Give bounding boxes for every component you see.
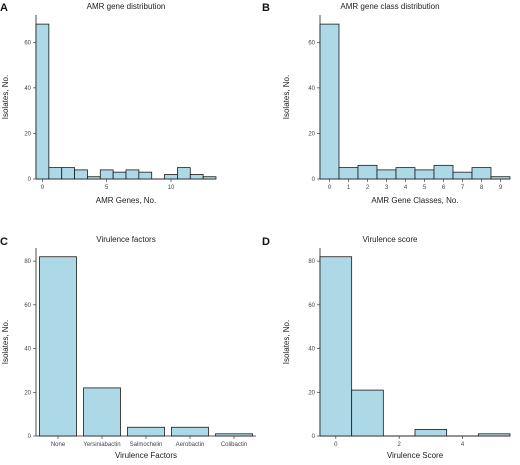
bar [35, 23, 50, 180]
y-tick-label: 40 [308, 347, 315, 353]
bar [127, 426, 165, 437]
panel-letter: C [0, 236, 8, 248]
bar [395, 167, 416, 180]
bar [414, 169, 435, 180]
y-tick-label: 0 [28, 434, 32, 440]
chart-title: Virulence factors [96, 235, 155, 244]
panel-d: D Virulence score 0 20 40 60 80 0 2 4 Virulence Sc… [262, 235, 511, 460]
y-tick-label: 60 [308, 40, 315, 46]
bar [99, 169, 114, 180]
x-axis-label: Virulence Score [387, 451, 444, 460]
x-tick-label: 2 [397, 442, 401, 448]
y-tick-label: 20 [24, 131, 31, 137]
bar [74, 169, 88, 180]
bar [112, 171, 127, 180]
x-tick-label: 6 [442, 185, 446, 191]
bar [202, 176, 217, 180]
y-tick-label: 60 [24, 303, 31, 309]
bar [87, 176, 101, 180]
bar [357, 164, 378, 180]
x-tick-label: 0 [41, 185, 45, 191]
chart-title: Virulence score [363, 235, 419, 244]
bar [39, 256, 77, 437]
y-tick-label: 0 [312, 177, 316, 183]
x-tick-label: Aerobactin [176, 442, 205, 448]
x-tick-label: 2 [366, 185, 370, 191]
x-axis-label: AMR Genes, No. [96, 196, 156, 205]
y-tick-label: 60 [308, 303, 315, 309]
panel-b: B AMR gene class distribution 0 20 40 60 0 1 2 3 4… [262, 2, 511, 205]
y-tick-label: 0 [312, 434, 316, 440]
bar [376, 169, 397, 180]
panel-c: C Virulence factors 0 20 40 60 80 None Yersiniab… [0, 235, 256, 460]
x-tick-label: 8 [480, 185, 484, 191]
x-axis-label: AMR Gene Classes, No. [371, 196, 458, 205]
bar [125, 169, 140, 180]
y-tick-label: 40 [24, 86, 31, 92]
x-tick-label: None [51, 442, 66, 448]
x-tick-label: 5 [105, 185, 109, 191]
y-axis-label: Isolates, No. [282, 320, 291, 364]
bar [164, 174, 178, 180]
panel-letter: B [262, 2, 270, 14]
y-tick-label: 40 [24, 347, 31, 353]
x-tick-label: 4 [404, 185, 408, 191]
x-tick-label: 0 [328, 185, 332, 191]
x-tick-label: 1 [347, 185, 351, 191]
bar [338, 167, 359, 180]
bar [171, 426, 209, 437]
bar [215, 433, 253, 437]
y-tick-label: 20 [24, 390, 31, 396]
bar [138, 171, 153, 180]
y-tick-label: 80 [24, 259, 31, 265]
x-tick-label: 3 [385, 185, 389, 191]
bar [83, 387, 121, 437]
bar [351, 389, 384, 437]
x-tick-label: 7 [461, 185, 465, 191]
bar [414, 429, 448, 437]
x-tick-label: Yersiniabactin [83, 442, 120, 448]
bar [61, 167, 75, 180]
y-tick-label: 60 [24, 40, 31, 46]
panel-letter: A [0, 2, 8, 14]
x-axis-label: Virulence Factors [115, 451, 177, 460]
bar [189, 174, 204, 180]
x-tick-label: Colibactin [221, 442, 247, 448]
x-tick-label: 0 [334, 442, 338, 448]
bar [471, 167, 492, 180]
x-tick-label: 9 [499, 185, 503, 191]
chart-title: AMR gene distribution [87, 2, 166, 11]
bar [452, 171, 473, 180]
y-axis-label: Isolates, No. [1, 320, 10, 364]
y-axis-label: Isolates, No. [282, 75, 291, 119]
bar [319, 256, 353, 437]
y-tick-label: 40 [308, 86, 315, 92]
y-tick-label: 0 [28, 177, 32, 183]
y-tick-label: 80 [308, 259, 315, 265]
bar [490, 176, 511, 180]
chart-title: AMR gene class distribution [340, 2, 439, 11]
panel-letter: D [262, 236, 270, 248]
bar [477, 433, 511, 437]
y-tick-label: 20 [308, 131, 315, 137]
y-axis-label: Isolates, No. [1, 75, 10, 119]
bar [177, 167, 191, 180]
x-tick-label: 4 [461, 442, 465, 448]
panel-a: A AMR gene distribution 0 20 40 60 0 5 10 AMR Gen… [0, 2, 217, 205]
y-tick-label: 20 [308, 390, 315, 396]
bar [48, 167, 63, 180]
x-tick-label: 10 [168, 185, 175, 191]
bar [433, 164, 454, 180]
x-tick-label: Salmochelin [130, 442, 163, 448]
bar [319, 23, 340, 180]
x-tick-label: 5 [423, 185, 427, 191]
